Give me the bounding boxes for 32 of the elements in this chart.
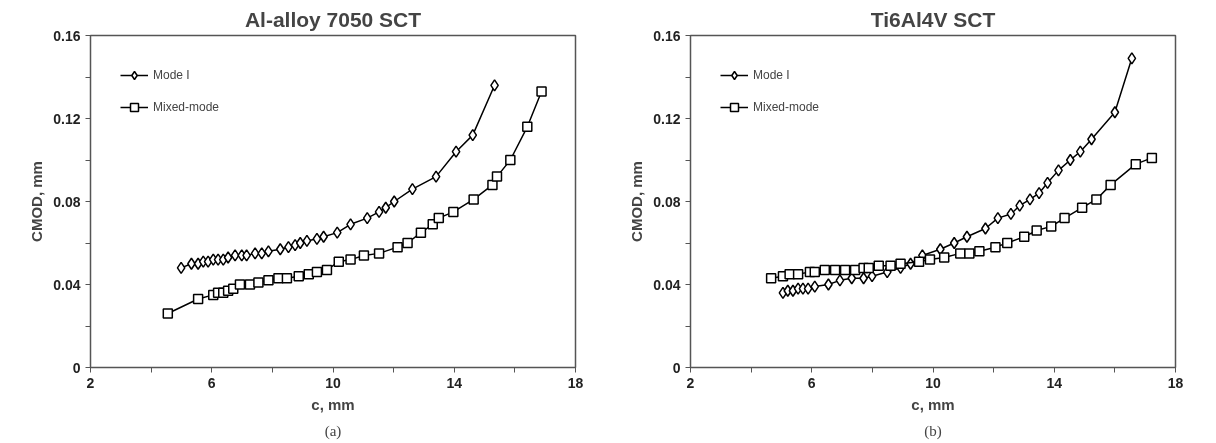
x-tick-label: 2 — [86, 374, 95, 391]
legend-label: Mode I — [753, 68, 790, 82]
y-tick-label: 0.04 — [653, 276, 681, 293]
y-tick-label: 0 — [672, 359, 681, 376]
text: (a) — [324, 422, 342, 440]
legend-label: Mixed-mode — [753, 100, 820, 114]
x-tick-label: 10 — [925, 374, 941, 391]
y-tick-label: 0.08 — [653, 193, 681, 210]
x-tick-label: 14 — [1046, 374, 1063, 391]
x-tick-label: 10 — [325, 374, 341, 391]
y-tick-label: 0.16 — [653, 27, 681, 44]
y-tick-label: 0.16 — [53, 27, 81, 44]
chart-title: Al-alloy 7050 SCT — [244, 7, 422, 31]
x-tick-label: 18 — [567, 374, 584, 391]
x-tick-label: 14 — [446, 374, 463, 391]
chart-title: Ti6Al4V SCT — [870, 7, 996, 31]
y-axis-title: CMOD, mm — [628, 161, 646, 242]
x-tick-label: 18 — [1167, 374, 1184, 391]
y-tick-label: 0.12 — [653, 110, 681, 127]
x-tick-label: 6 — [207, 374, 216, 391]
legend-label: Mode I — [153, 68, 190, 82]
y-tick-label: 0.12 — [53, 110, 81, 127]
legend-label: Mixed-mode — [153, 100, 220, 114]
y-tick-label: 0.08 — [53, 193, 81, 210]
x-axis-title: c, mm — [311, 395, 355, 413]
text: (b) — [924, 422, 942, 440]
y-tick-label: 0.04 — [53, 276, 81, 293]
y-tick-label: 0 — [72, 359, 81, 376]
x-axis-title: c, mm — [911, 395, 955, 413]
x-tick-label: 2 — [686, 374, 695, 391]
y-axis-title: CMOD, mm — [28, 161, 46, 242]
x-tick-label: 6 — [807, 374, 816, 391]
